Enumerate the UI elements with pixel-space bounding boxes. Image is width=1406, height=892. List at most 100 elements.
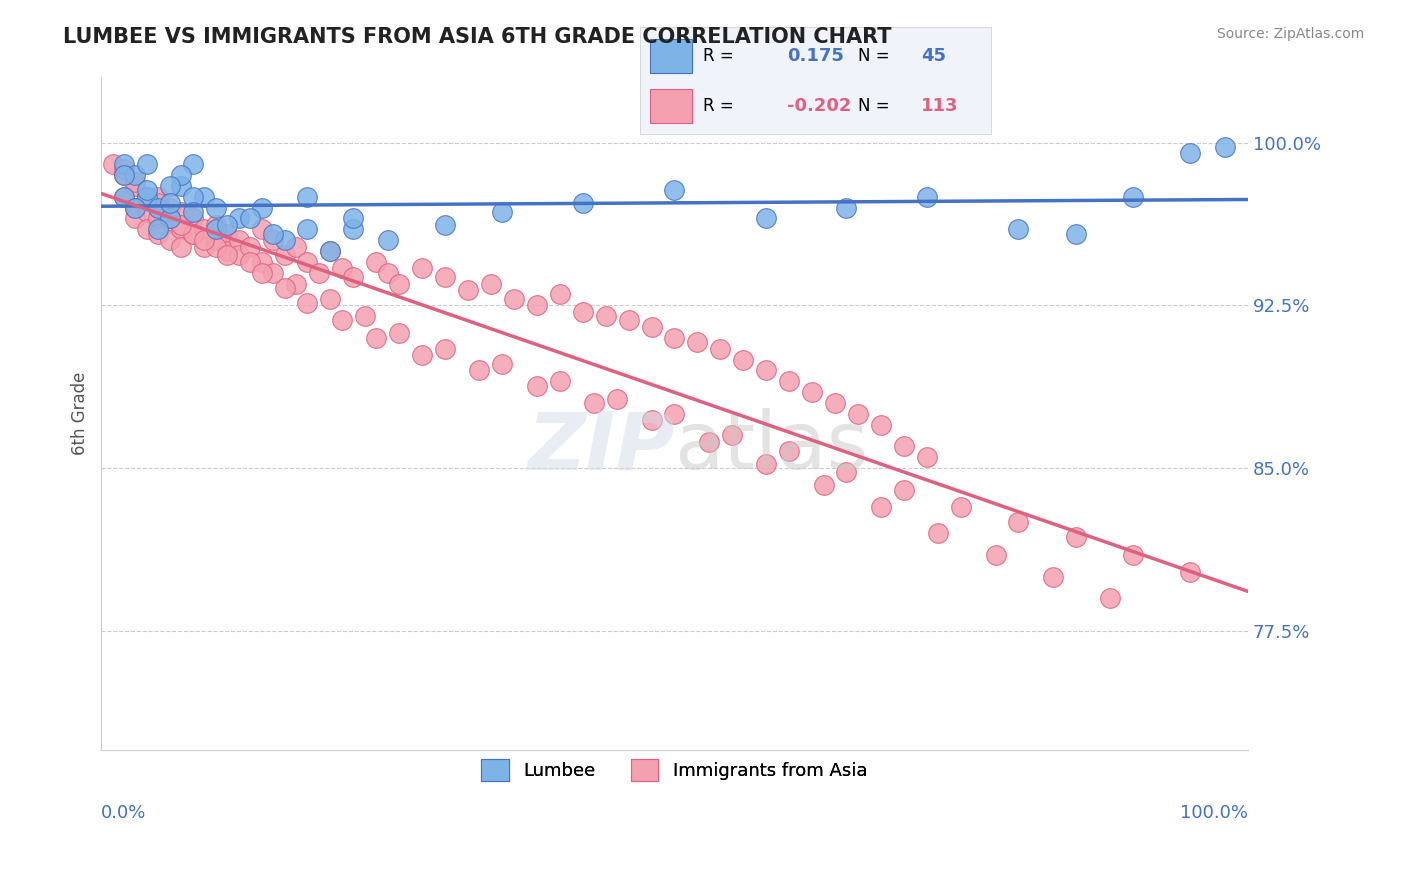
Point <box>193 233 215 247</box>
Point <box>1180 565 1202 579</box>
Point <box>204 240 226 254</box>
Point <box>217 244 239 258</box>
Point <box>1007 515 1029 529</box>
Point <box>148 190 170 204</box>
Point <box>595 309 617 323</box>
Point <box>468 363 491 377</box>
Point <box>112 168 135 182</box>
Point <box>297 255 319 269</box>
Point <box>319 244 342 258</box>
Point <box>124 168 146 182</box>
Point <box>193 240 215 254</box>
Point <box>1180 146 1202 161</box>
Point <box>124 201 146 215</box>
Point <box>112 161 135 176</box>
Point <box>1122 190 1144 204</box>
Point <box>181 227 204 241</box>
Point <box>148 222 170 236</box>
Point <box>135 190 157 204</box>
Point <box>217 248 239 262</box>
Point <box>846 407 869 421</box>
Point <box>319 292 342 306</box>
Point <box>159 178 181 193</box>
Point <box>1064 227 1087 241</box>
Point <box>228 248 250 262</box>
Point <box>297 190 319 204</box>
Point <box>181 205 204 219</box>
Point <box>181 190 204 204</box>
Point <box>204 201 226 215</box>
Point <box>950 500 973 514</box>
Point <box>228 211 250 226</box>
Point <box>915 450 938 465</box>
Point <box>170 218 193 232</box>
Y-axis label: 6th Grade: 6th Grade <box>72 372 89 456</box>
Point <box>491 357 513 371</box>
Point <box>434 218 457 232</box>
Point <box>502 292 524 306</box>
Point <box>124 211 146 226</box>
Point <box>388 326 411 341</box>
Point <box>1122 548 1144 562</box>
Point <box>239 211 262 226</box>
Point <box>135 190 157 204</box>
Point <box>342 211 364 226</box>
Point <box>330 261 353 276</box>
Point <box>571 196 593 211</box>
Point <box>217 227 239 241</box>
Point <box>870 500 893 514</box>
Point <box>193 222 215 236</box>
Point <box>893 483 915 497</box>
Point <box>135 157 157 171</box>
Point <box>1213 140 1236 154</box>
Point <box>101 157 124 171</box>
Point <box>434 342 457 356</box>
Point <box>159 201 181 215</box>
Point <box>479 277 502 291</box>
Point <box>204 233 226 247</box>
Point <box>835 466 858 480</box>
Text: 45: 45 <box>921 46 946 64</box>
Point <box>571 305 593 319</box>
Point <box>366 255 388 269</box>
Text: 113: 113 <box>921 97 959 115</box>
Point <box>250 266 273 280</box>
Point <box>353 309 375 323</box>
Point <box>548 374 571 388</box>
Point <box>262 266 284 280</box>
Point <box>273 233 295 247</box>
Point <box>159 211 181 226</box>
Point <box>250 201 273 215</box>
Text: atlas: atlas <box>675 409 869 486</box>
Point <box>285 277 308 291</box>
Point <box>250 222 273 236</box>
Text: N =: N = <box>858 97 889 115</box>
Point <box>159 233 181 247</box>
Point <box>801 385 824 400</box>
Text: 0.175: 0.175 <box>787 46 844 64</box>
Point <box>112 168 135 182</box>
Point <box>893 439 915 453</box>
Point <box>204 222 226 236</box>
Point <box>112 157 135 171</box>
Point <box>135 222 157 236</box>
Point <box>135 183 157 197</box>
Point <box>228 233 250 247</box>
Point <box>342 270 364 285</box>
Point <box>778 443 800 458</box>
Point <box>377 266 399 280</box>
Point <box>640 320 662 334</box>
Point <box>148 211 170 226</box>
Point <box>181 227 204 241</box>
Point <box>870 417 893 432</box>
Point <box>606 392 628 406</box>
Point <box>1042 569 1064 583</box>
Point <box>239 255 262 269</box>
Point <box>366 331 388 345</box>
Point <box>434 270 457 285</box>
Point <box>170 178 193 193</box>
Point <box>297 296 319 310</box>
Point <box>720 428 742 442</box>
Point <box>824 396 846 410</box>
Point <box>377 233 399 247</box>
